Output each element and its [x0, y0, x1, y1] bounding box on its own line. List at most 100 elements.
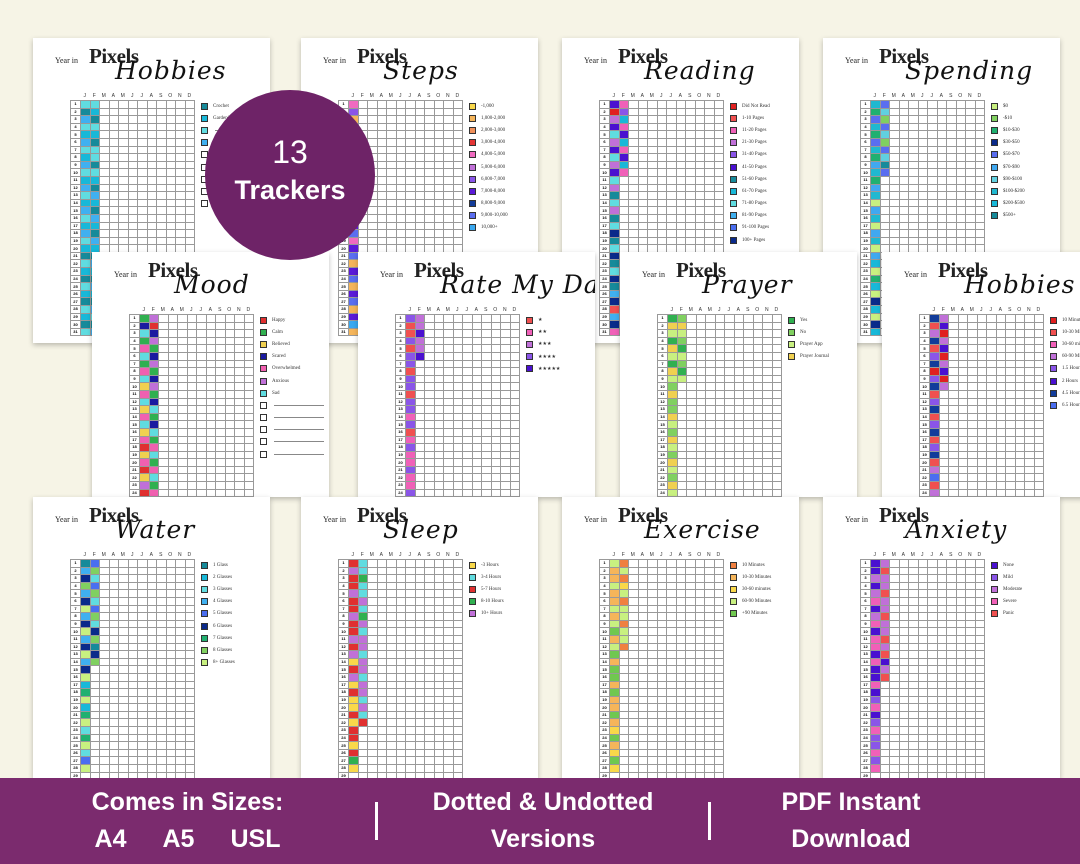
day-cell[interactable] — [146, 733, 157, 743]
day-cell[interactable] — [148, 443, 159, 452]
day-cell[interactable] — [967, 374, 978, 384]
day-cell[interactable] — [481, 389, 492, 399]
day-cell[interactable] — [1014, 412, 1025, 422]
day-cell[interactable] — [618, 236, 629, 246]
day-cell[interactable] — [870, 160, 881, 170]
day-cell[interactable] — [184, 581, 195, 591]
day-cell[interactable] — [714, 488, 725, 497]
day-cell[interactable] — [414, 695, 425, 705]
day-cell[interactable] — [405, 145, 416, 155]
day-cell[interactable] — [376, 733, 387, 743]
day-cell[interactable] — [743, 389, 754, 399]
day-cell[interactable] — [452, 359, 463, 369]
day-cell[interactable] — [452, 191, 463, 200]
day-cell[interactable] — [955, 115, 966, 124]
day-cell[interactable] — [462, 481, 473, 490]
day-cell[interactable] — [234, 321, 245, 331]
day-cell[interactable] — [433, 748, 444, 758]
day-cell[interactable] — [676, 344, 687, 353]
day-cell[interactable] — [637, 175, 648, 185]
day-cell[interactable] — [367, 657, 378, 667]
day-cell[interactable] — [139, 344, 150, 353]
day-cell[interactable] — [386, 764, 397, 773]
day-cell[interactable] — [667, 336, 678, 346]
day-cell[interactable] — [490, 443, 501, 452]
day-cell[interactable] — [139, 427, 150, 437]
day-cell[interactable] — [609, 327, 620, 337]
day-cell[interactable] — [414, 741, 425, 750]
day-cell[interactable] — [948, 359, 959, 369]
day-cell[interactable] — [165, 566, 176, 576]
day-cell[interactable] — [908, 221, 919, 231]
day-cell[interactable] — [628, 619, 639, 629]
day-cell[interactable] — [694, 604, 705, 614]
day-cell[interactable] — [686, 427, 697, 437]
day-cell[interactable] — [676, 420, 687, 429]
day-cell[interactable] — [618, 612, 629, 621]
day-cell[interactable] — [386, 145, 397, 155]
day-cell[interactable] — [724, 336, 735, 346]
day-cell[interactable] — [148, 412, 159, 422]
day-cell[interactable] — [628, 764, 639, 773]
day-cell[interactable] — [694, 221, 705, 231]
day-cell[interactable] — [386, 672, 397, 682]
day-cell[interactable] — [908, 107, 919, 117]
day-cell[interactable] — [139, 397, 150, 407]
day-cell[interactable] — [995, 405, 1006, 414]
day-cell[interactable] — [146, 168, 157, 177]
day-cell[interactable] — [127, 581, 138, 591]
day-cell[interactable] — [870, 229, 881, 238]
day-cell[interactable] — [175, 100, 186, 109]
day-cell[interactable] — [395, 221, 406, 231]
day-cell[interactable] — [957, 344, 968, 353]
day-cell[interactable] — [705, 336, 716, 346]
day-cell[interactable] — [424, 321, 435, 331]
day-cell[interactable] — [676, 397, 687, 407]
day-cell[interactable] — [500, 465, 511, 475]
day-cell[interactable] — [146, 703, 157, 712]
day-cell[interactable] — [898, 107, 909, 117]
day-cell[interactable] — [743, 465, 754, 475]
day-cell[interactable] — [929, 465, 940, 475]
day-cell[interactable] — [976, 481, 987, 490]
day-cell[interactable] — [724, 351, 735, 361]
day-cell[interactable] — [165, 710, 176, 720]
day-cell[interactable] — [127, 115, 138, 124]
day-cell[interactable] — [713, 100, 724, 109]
day-cell[interactable] — [146, 642, 157, 652]
day-cell[interactable] — [1024, 458, 1035, 467]
day-cell[interactable] — [165, 741, 176, 750]
day-cell[interactable] — [637, 741, 648, 750]
day-cell[interactable] — [405, 107, 416, 117]
day-cell[interactable] — [196, 473, 207, 483]
day-cell[interactable] — [405, 688, 416, 697]
day-cell[interactable] — [713, 559, 724, 568]
day-cell[interactable] — [870, 596, 881, 606]
day-cell[interactable] — [405, 435, 416, 445]
day-cell[interactable] — [637, 596, 648, 606]
day-cell[interactable] — [137, 221, 148, 231]
day-cell[interactable] — [175, 175, 186, 185]
day-cell[interactable] — [433, 703, 444, 712]
day-cell[interactable] — [89, 703, 100, 712]
day-cell[interactable] — [685, 160, 696, 170]
day-cell[interactable] — [367, 680, 378, 690]
day-cell[interactable] — [898, 236, 909, 246]
day-cell[interactable] — [348, 718, 359, 728]
day-cell[interactable] — [1005, 389, 1016, 399]
day-cell[interactable] — [713, 183, 724, 193]
day-cell[interactable] — [704, 665, 715, 674]
day-cell[interactable] — [713, 115, 724, 124]
day-cell[interactable] — [490, 336, 501, 346]
day-cell[interactable] — [357, 581, 368, 591]
day-cell[interactable] — [986, 374, 997, 384]
day-cell[interactable] — [243, 359, 254, 369]
day-cell[interactable] — [889, 115, 900, 124]
day-cell[interactable] — [433, 465, 444, 475]
day-cell[interactable] — [666, 183, 677, 193]
day-cell[interactable] — [165, 596, 176, 606]
day-cell[interactable] — [452, 427, 463, 437]
day-cell[interactable] — [243, 488, 254, 497]
day-cell[interactable] — [165, 574, 176, 583]
day-cell[interactable] — [667, 367, 678, 376]
